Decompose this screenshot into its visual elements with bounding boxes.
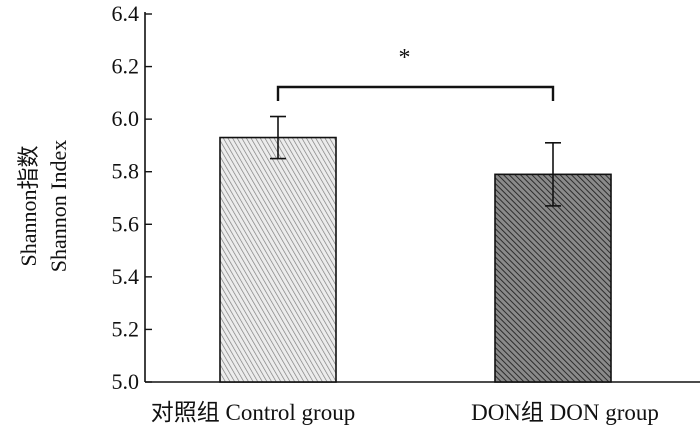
y-axis-ticks: 5.0 5.2 5.4 5.6 5.8 6.0 6.2 6.4 [112,1,152,394]
significance-bracket: * [276,45,555,101]
y-axis-label-line-1: Shannon指数 [16,145,41,266]
x-category-label: 对照组 Control group [151,400,355,425]
x-category-label: DON组 DON group [471,400,659,425]
y-axis-label: Shannon指数 Shannon Index [16,140,71,273]
x-axis-category-labels: 对照组 Control group DON组 DON group [151,400,659,425]
bar-don [494,173,612,383]
y-tick-label: 5.6 [112,211,140,236]
y-axis-label-line-2: Shannon Index [46,140,71,273]
y-tick-label: 5.4 [112,264,140,289]
y-tick-label: 6.2 [112,54,140,79]
y-tick-label: 5.2 [112,316,140,341]
y-tick-label: 5.8 [112,159,140,184]
error-bars [270,115,561,207]
significance-label: * [399,45,411,71]
bar-control [219,136,337,383]
y-tick-label: 6.4 [112,1,140,26]
y-tick-label: 6.0 [112,106,140,131]
y-tick-label: 5.0 [112,369,140,394]
significance-bracket-line [276,85,555,101]
